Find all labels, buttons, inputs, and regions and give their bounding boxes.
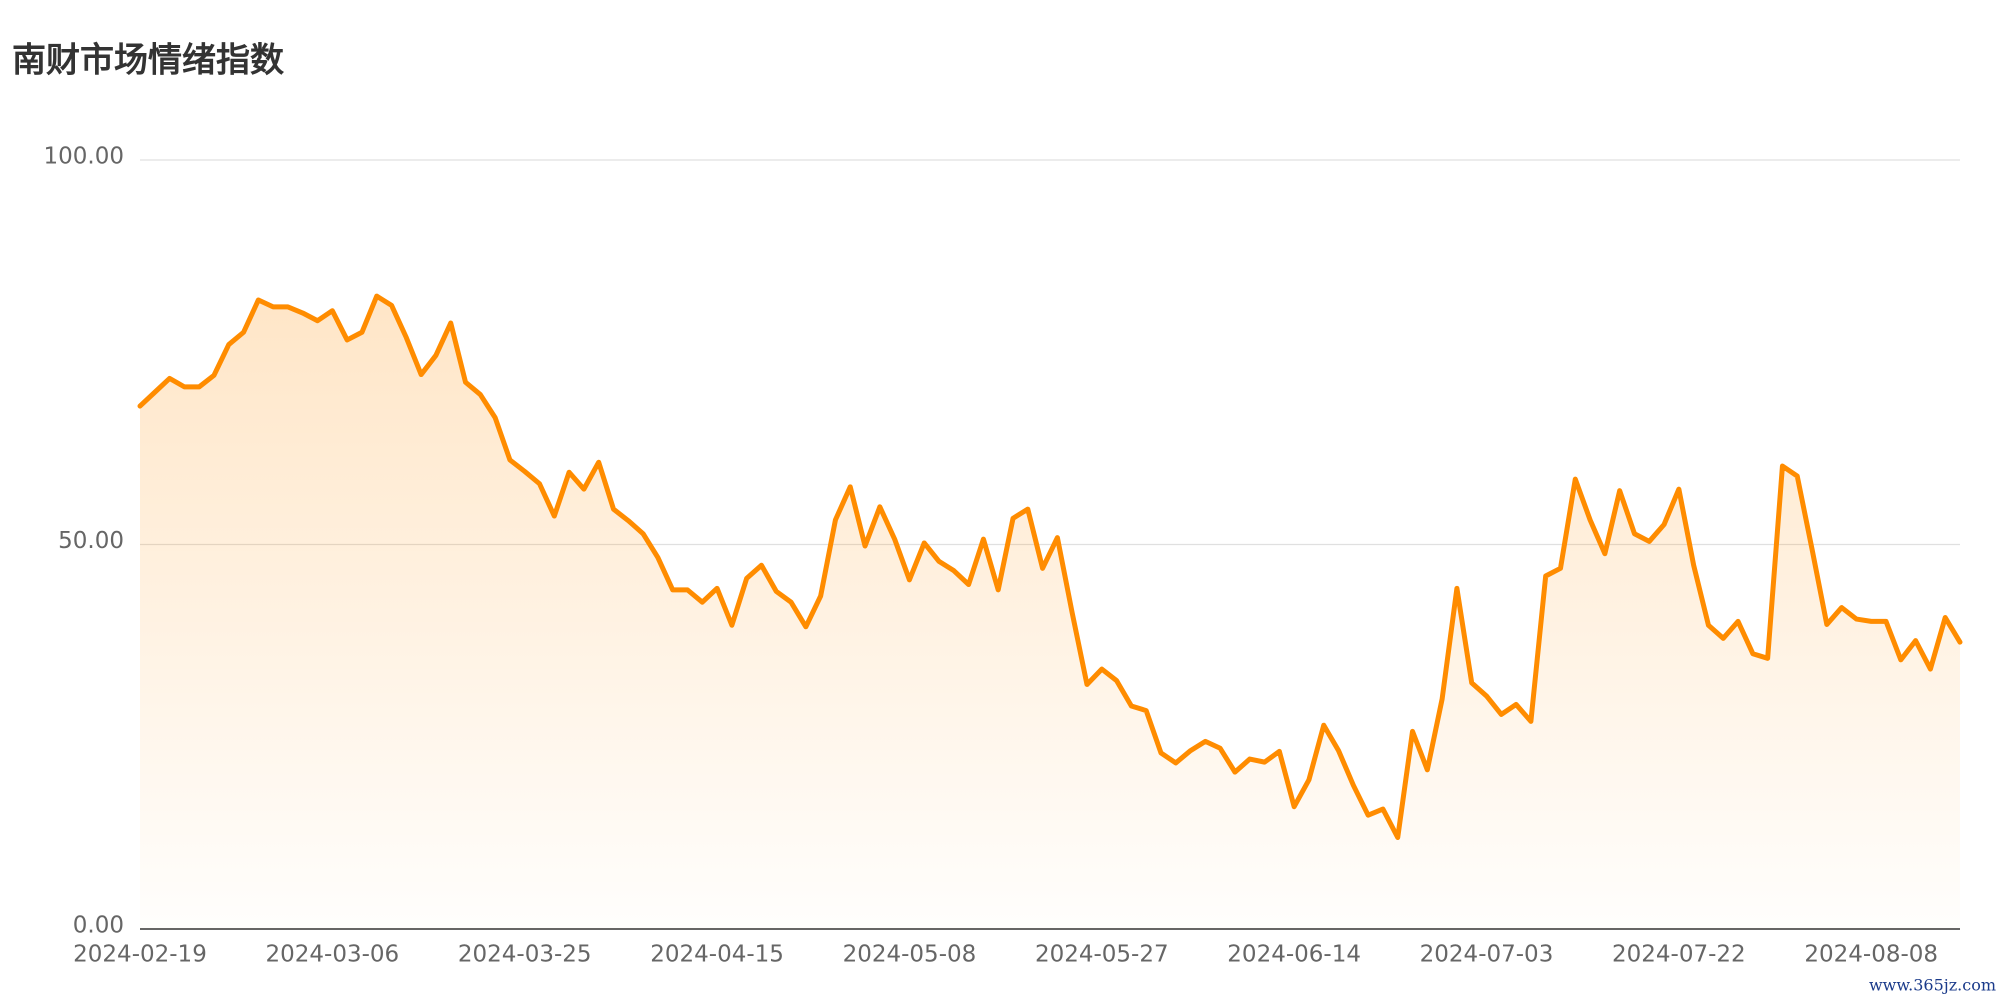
x-tick-label: 2024-06-14 — [1227, 942, 1361, 968]
x-tick-label: 2024-04-15 — [650, 942, 784, 968]
y-tick-label: 50.00 — [58, 528, 124, 554]
x-tick-label: 2024-07-22 — [1612, 942, 1746, 968]
x-tick-label: 2024-03-25 — [458, 942, 592, 968]
x-tick-label: 2024-03-06 — [266, 942, 400, 968]
x-tick-label: 2024-08-08 — [1804, 942, 1938, 968]
x-tick-label: 2024-07-03 — [1420, 942, 1554, 968]
y-tick-label: 100.00 — [44, 144, 124, 170]
area-fill — [140, 296, 1960, 929]
y-tick-label: 0.00 — [73, 913, 124, 939]
data-line — [137, 293, 1963, 840]
chart-title: 南财市场情绪指数 — [12, 41, 284, 81]
x-tick-label: 2024-02-19 — [73, 942, 207, 968]
watermark: www.365jz.com — [1869, 976, 1996, 995]
x-tick-label: 2024-05-27 — [1035, 942, 1169, 968]
x-tick-label: 2024-05-08 — [843, 942, 977, 968]
